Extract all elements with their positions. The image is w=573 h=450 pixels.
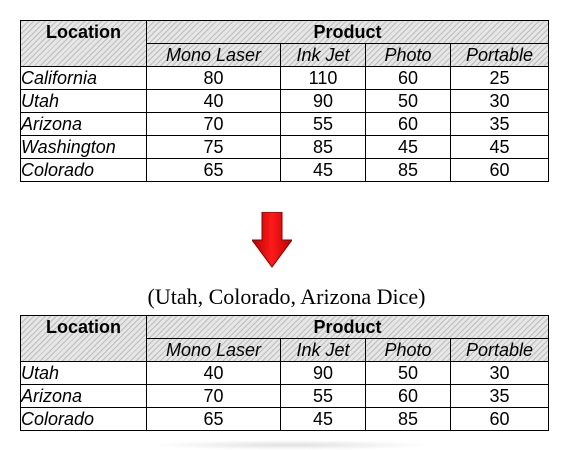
table-row: Colorado 65 45 85 60 <box>20 407 550 431</box>
table-cell: 110 <box>280 66 366 90</box>
table-row: Washington 75 85 45 45 <box>20 135 550 159</box>
table-cell: 35 <box>449 384 550 408</box>
table-row: Utah 40 90 50 30 <box>20 89 550 113</box>
table-cell: 80 <box>146 66 281 90</box>
table-cell: 75 <box>146 135 281 159</box>
location-header: Location <box>20 20 147 67</box>
row-label: Colorado <box>20 158 147 182</box>
column-header-mono-laser: Mono Laser <box>146 338 281 362</box>
table-cell: 85 <box>365 158 451 182</box>
column-header-ink-jet: Ink Jet <box>280 338 366 362</box>
table-cell: 60 <box>365 66 451 90</box>
table-row: Colorado 65 45 85 60 <box>20 158 550 182</box>
diced-cube-table: Location Product Mono Laser Ink Jet Phot… <box>20 315 550 431</box>
table-cell: 40 <box>146 361 281 385</box>
table-row: Arizona 70 55 60 35 <box>20 384 550 408</box>
dice-caption: (Utah, Colorado, Arizona Dice) <box>147 284 426 309</box>
table-row: Utah 40 90 50 30 <box>20 361 550 385</box>
table-cell: 90 <box>280 361 366 385</box>
table-cell: 45 <box>280 407 366 431</box>
table-cell: 50 <box>365 361 451 385</box>
location-header: Location <box>20 315 147 362</box>
table-cell: 45 <box>280 158 366 182</box>
table-cell: 30 <box>449 89 550 113</box>
table-cell: 40 <box>146 89 281 113</box>
table-cell: 30 <box>449 361 550 385</box>
table-cell: 55 <box>280 112 366 136</box>
product-header: Product <box>145 20 550 44</box>
arrow-shape <box>252 212 292 268</box>
column-header-ink-jet: Ink Jet <box>280 43 366 67</box>
table-cell: 45 <box>365 135 451 159</box>
table-cell: 60 <box>365 112 451 136</box>
table-cell: 45 <box>449 135 550 159</box>
row-label: California <box>20 66 147 90</box>
table-cell: 60 <box>365 384 451 408</box>
table-cell: 55 <box>280 384 366 408</box>
row-label: Utah <box>20 89 147 113</box>
table-cell: 35 <box>449 112 550 136</box>
source-cube-table: Location Product Mono Laser Ink Jet Phot… <box>20 20 550 182</box>
column-header-photo: Photo <box>365 338 451 362</box>
row-label: Colorado <box>20 407 147 431</box>
bottom-shadow <box>150 440 430 450</box>
table-cell: 60 <box>449 407 550 431</box>
column-header-portable: Portable <box>449 338 550 362</box>
table-cell: 65 <box>146 158 281 182</box>
down-arrow-icon <box>252 212 292 268</box>
row-label: Arizona <box>20 112 147 136</box>
table-cell: 85 <box>280 135 366 159</box>
column-header-portable: Portable <box>449 43 550 67</box>
column-header-photo: Photo <box>365 43 451 67</box>
row-label: Washington <box>20 135 147 159</box>
table-row: California 80 110 60 25 <box>20 66 550 90</box>
table-cell: 25 <box>449 66 550 90</box>
row-label: Arizona <box>20 384 147 408</box>
table-cell: 60 <box>449 158 550 182</box>
table-cell: 70 <box>146 112 281 136</box>
product-header: Product <box>145 315 550 339</box>
table-cell: 65 <box>146 407 281 431</box>
table-cell: 85 <box>365 407 451 431</box>
table-row: Arizona 70 55 60 35 <box>20 112 550 136</box>
table-cell: 50 <box>365 89 451 113</box>
table-cell: 70 <box>146 384 281 408</box>
column-header-mono-laser: Mono Laser <box>146 43 281 67</box>
row-label: Utah <box>20 361 147 385</box>
table-cell: 90 <box>280 89 366 113</box>
